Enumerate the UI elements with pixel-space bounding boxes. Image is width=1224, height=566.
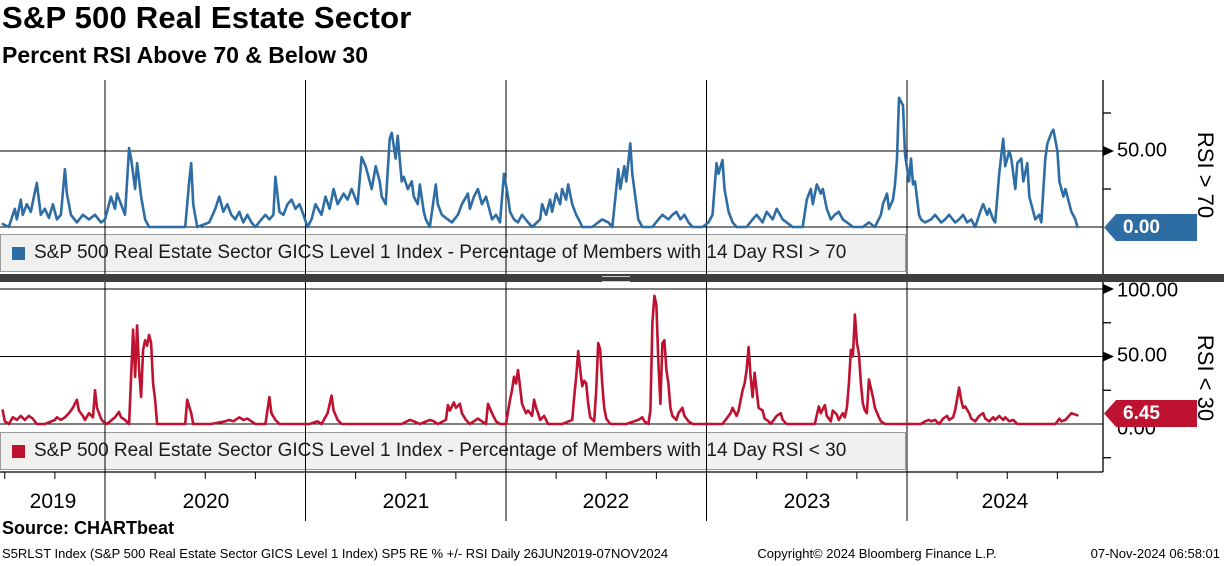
year-label-2021: 2021 bbox=[382, 490, 430, 513]
page-title: S&P 500 Real Estate Sector bbox=[2, 0, 412, 35]
bottom-tick-arrow-100 bbox=[1103, 284, 1114, 294]
red-series-marker-icon bbox=[12, 444, 25, 458]
last-value-tag-rsi-above: 0.00 bbox=[1104, 214, 1197, 241]
bottom-axis-tick-100: 100.00 bbox=[1117, 279, 1179, 302]
top-tick-arrow-50 bbox=[1103, 146, 1114, 156]
page-subtitle: Percent RSI Above 70 & Below 30 bbox=[2, 42, 369, 68]
legend-rsi-above-70[interactable]: S&P 500 Real Estate Sector GICS Level 1 … bbox=[0, 234, 906, 272]
footer-timestamp: 07-Nov-2024 06:58:01 bbox=[1090, 546, 1220, 561]
bottom-axis-tick-50: 50.00 bbox=[1117, 344, 1168, 367]
source-credit: Source: CHARTbeat bbox=[2, 518, 175, 538]
bottom-tick-arrow-50 bbox=[1103, 351, 1114, 362]
top-panel-axis-title: RSI > 70 bbox=[1193, 131, 1218, 219]
year-label-2023: 2023 bbox=[783, 490, 831, 513]
year-label-2020: 2020 bbox=[182, 490, 230, 513]
rsi-below-30-line bbox=[1, 294, 1079, 426]
legend-rsi-below-30[interactable]: S&P 500 Real Estate Sector GICS Level 1 … bbox=[0, 432, 906, 470]
year-label-2024: 2024 bbox=[981, 490, 1029, 513]
panel-divider[interactable] bbox=[0, 274, 1224, 282]
year-label-2019: 2019 bbox=[29, 490, 77, 513]
legend-rsi-below-label: S&P 500 Real Estate Sector GICS Level 1 … bbox=[34, 440, 847, 461]
rsi-above-70-line bbox=[1, 96, 1079, 229]
legend-rsi-above-label: S&P 500 Real Estate Sector GICS Level 1 … bbox=[34, 242, 847, 263]
top-axis-tick-50: 50.00 bbox=[1117, 139, 1168, 162]
footer-security-description: S5RLST Index (S&P 500 Real Estate Sector… bbox=[2, 546, 669, 561]
blue-series-marker-icon bbox=[12, 246, 25, 260]
footer-copyright: Copyright© 2024 Bloomberg Finance L.P. bbox=[757, 546, 997, 561]
year-label-2022: 2022 bbox=[582, 490, 630, 513]
last-value-tag-rsi-below: 6.45 bbox=[1104, 400, 1197, 427]
divider-grip-icon bbox=[602, 276, 630, 282]
